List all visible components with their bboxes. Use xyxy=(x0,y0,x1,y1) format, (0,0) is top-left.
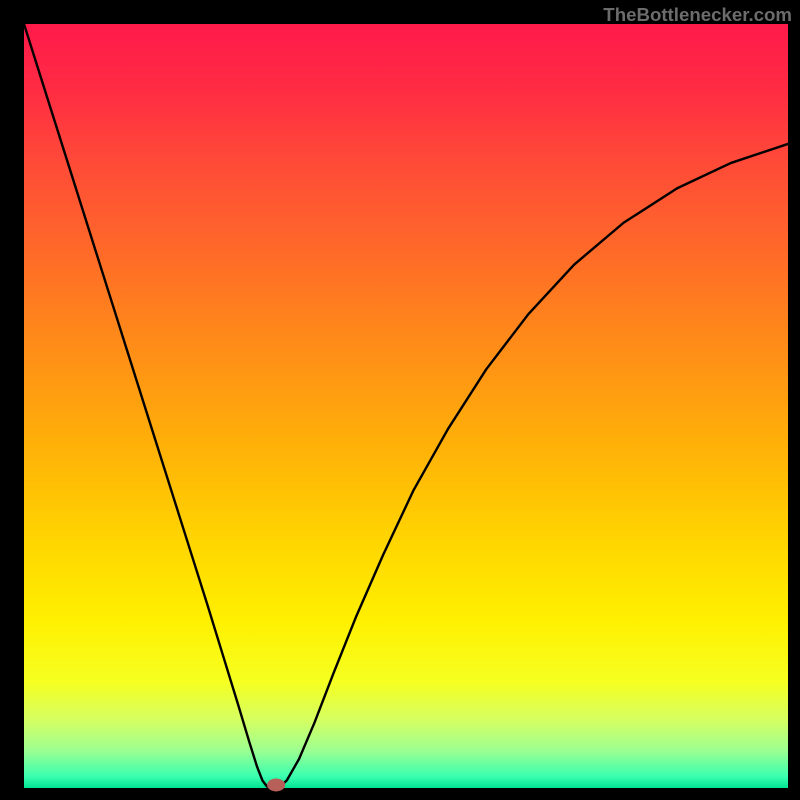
watermark-text: TheBottlenecker.com xyxy=(603,4,792,26)
bottleneck-chart xyxy=(0,0,800,800)
optimum-marker xyxy=(267,778,285,791)
chart-frame: TheBottlenecker.com xyxy=(0,0,800,800)
plot-background xyxy=(24,24,788,788)
